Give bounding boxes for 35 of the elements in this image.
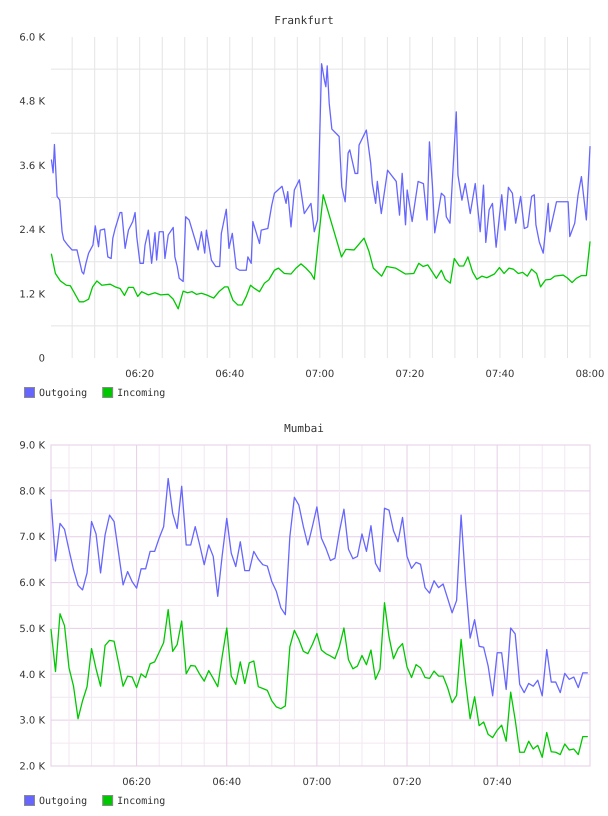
y-tick-label: 5.0 K xyxy=(19,624,46,635)
chart-title: Frankfurt xyxy=(274,14,334,27)
y-tick-label: 4.0 K xyxy=(19,670,46,681)
line-series xyxy=(50,63,591,282)
legend-label: Outgoing xyxy=(39,388,88,399)
line-series xyxy=(50,478,588,696)
x-tick-label: 07:40 xyxy=(486,369,514,380)
y-tick-label: 3.6 K xyxy=(19,160,46,172)
y-tick-label: 2.0 K xyxy=(19,762,46,772)
x-tick-label: 07:20 xyxy=(392,777,422,788)
x-tick-label: 06:40 xyxy=(212,777,242,788)
y-tick-label: 0 xyxy=(38,354,45,364)
x-tick-label: 06:20 xyxy=(122,777,152,788)
y-tick-label: 6.0 K xyxy=(19,578,46,590)
x-tick-label: 07:40 xyxy=(482,777,512,788)
x-tick-label: 07:20 xyxy=(395,369,424,380)
y-tick-label: 8.0 K xyxy=(19,486,46,498)
x-tick-label: 07:00 xyxy=(305,369,334,380)
y-tick-label: 7.0 K xyxy=(19,532,46,544)
line-series xyxy=(50,194,591,310)
y-tick-label: 4.8 K xyxy=(19,96,46,108)
y-tick-label: 1.2 K xyxy=(19,289,46,300)
x-tick-label: 06:20 xyxy=(125,369,154,380)
y-tick-label: 2.4 K xyxy=(19,225,46,236)
x-tick-label: 08:00 xyxy=(576,369,604,380)
legend-label: Incoming xyxy=(117,796,166,807)
x-tick-label: 06:40 xyxy=(215,369,244,380)
chart-title: Mumbai xyxy=(284,422,324,435)
y-tick-label: 3.0 K xyxy=(19,716,46,727)
line-series xyxy=(50,602,588,758)
legend-label: Outgoing xyxy=(39,796,88,807)
legend-label: Incoming xyxy=(117,388,166,399)
y-tick-label: 6.0 K xyxy=(19,32,46,44)
y-tick-label: 9.0 K xyxy=(19,440,46,452)
x-tick-label: 07:00 xyxy=(302,777,332,788)
